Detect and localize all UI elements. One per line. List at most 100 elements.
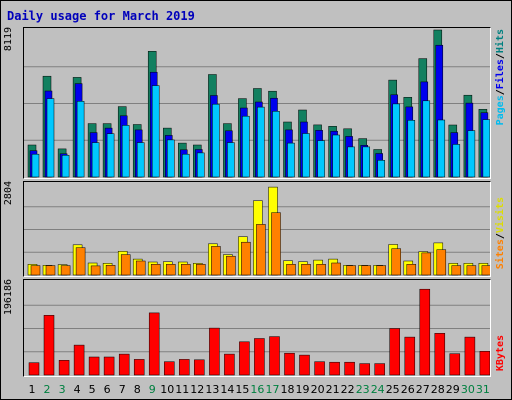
bar-sites-day-9: [150, 264, 161, 276]
bar-pages-day-5: [91, 142, 100, 178]
day-label-25: 25: [385, 383, 400, 396]
bar-pages-day-17: [272, 111, 280, 178]
bar-sites-day-28: [436, 249, 447, 276]
bar-sites-day-30: [466, 265, 477, 276]
bar-kbytes-day-14: [224, 353, 235, 376]
bar-sites-day-25: [391, 248, 401, 276]
bar-kbytes-day-24: [374, 363, 385, 376]
bar-kbytes-day-30: [464, 336, 476, 376]
day-label-9: 9: [148, 383, 156, 396]
bar-sites-day-31: [481, 265, 490, 276]
bar-pages-day-7: [121, 125, 130, 178]
bar-sites-day-6: [105, 265, 116, 276]
bar-sites-day-3: [60, 265, 71, 276]
bar-kbytes-day-28: [434, 333, 446, 376]
day-label-14: 14: [220, 383, 235, 396]
bar-sites-day-5: [90, 265, 101, 276]
bar-kbytes-day-17: [269, 336, 280, 376]
bar-kbytes-day-2: [43, 315, 55, 376]
bar-pages-day-12: [197, 152, 205, 178]
day-label-23: 23: [355, 383, 370, 396]
bar-sites-day-18: [286, 264, 296, 276]
bar-sites-day-23: [361, 265, 371, 276]
bar-pages-day-9: [151, 85, 160, 178]
bar-sites-day-17: [271, 212, 281, 276]
pages-files-hits-chart: [24, 29, 490, 178]
bar-pages-day-10: [167, 139, 175, 178]
bar-pages-day-1: [31, 153, 40, 178]
bar-sites-day-24: [376, 265, 386, 276]
day-label-16: 16: [250, 383, 265, 396]
bar-sites-day-10: [166, 264, 176, 276]
bar-pages-day-13: [212, 103, 220, 178]
day-label-4: 4: [73, 383, 81, 396]
bar-pages-day-26: [407, 120, 416, 178]
bar-kbytes-day-8: [133, 359, 145, 376]
y-max-label-kbytes: 196186: [3, 279, 14, 316]
bar-pages-day-31: [482, 119, 490, 178]
day-label-29: 29: [445, 383, 460, 396]
day-label-12: 12: [190, 383, 205, 396]
bar-kbytes-day-15: [239, 341, 250, 376]
bar-sites-day-16: [256, 224, 266, 276]
bar-kbytes-day-4: [73, 344, 85, 376]
day-label-20: 20: [310, 383, 325, 396]
bar-kbytes-day-20: [314, 361, 325, 376]
day-label-21: 21: [325, 383, 340, 396]
bar-pages-day-25: [392, 103, 400, 178]
bar-pages-day-15: [242, 115, 250, 178]
bar-pages-day-18: [287, 142, 295, 178]
bar-sites-day-27: [421, 252, 432, 276]
day-label-31: 31: [475, 383, 490, 396]
bar-pages-day-6: [106, 133, 115, 178]
bar-sites-day-7: [120, 254, 131, 276]
bar-kbytes-day-11: [179, 359, 190, 376]
bar-sites-day-22: [346, 265, 356, 276]
day-label-5: 5: [88, 383, 96, 396]
bar-pages-day-3: [61, 155, 70, 178]
bar-kbytes-day-23: [359, 363, 370, 376]
day-label-2: 2: [43, 383, 51, 396]
bar-kbytes-day-3: [58, 360, 70, 376]
bar-kbytes-day-5: [88, 356, 100, 376]
bar-kbytes-day-18: [284, 352, 295, 376]
bar-pages-day-22: [347, 146, 355, 178]
bar-pages-day-16: [257, 106, 265, 178]
bar-sites-day-8: [135, 260, 146, 276]
day-label-3: 3: [58, 383, 66, 396]
bar-kbytes-day-27: [419, 288, 431, 376]
legend-kbytes: KBytes: [495, 335, 506, 371]
bar-kbytes-day-25: [389, 328, 400, 376]
kbytes-panel: [23, 279, 491, 377]
bar-sites-day-13: [211, 246, 221, 276]
day-label-13: 13: [205, 383, 220, 396]
bar-kbytes-day-7: [118, 353, 130, 376]
bar-kbytes-day-6: [103, 356, 115, 376]
day-label-27: 27: [415, 383, 430, 396]
day-label-11: 11: [175, 383, 190, 396]
bar-kbytes-day-19: [299, 354, 310, 376]
bar-kbytes-day-10: [164, 361, 175, 376]
bar-sites-day-4: [75, 247, 86, 276]
bar-kbytes-day-9: [148, 312, 160, 376]
day-label-8: 8: [133, 383, 141, 396]
legend-files: Files: [495, 59, 506, 90]
legend-visits: Visits: [495, 197, 506, 234]
bar-pages-day-4: [76, 101, 85, 178]
day-label-22: 22: [340, 383, 355, 396]
chart-title: Daily usage for March 2019: [7, 9, 195, 23]
bar-pages-day-21: [332, 134, 340, 178]
day-label-17: 17: [265, 383, 280, 396]
bar-pages-day-20: [317, 140, 325, 178]
bar-kbytes-day-29: [449, 353, 461, 376]
bar-pages-day-11: [182, 153, 190, 178]
bar-pages-day-8: [136, 142, 145, 178]
bar-pages-day-30: [467, 130, 476, 178]
day-label-10: 10: [160, 383, 175, 396]
bar-sites-day-1: [30, 265, 41, 276]
bar-sites-day-14: [226, 255, 236, 276]
bar-sites-day-26: [406, 264, 417, 276]
legend-hits: Hits: [495, 29, 506, 54]
bar-sites-day-21: [331, 262, 341, 276]
